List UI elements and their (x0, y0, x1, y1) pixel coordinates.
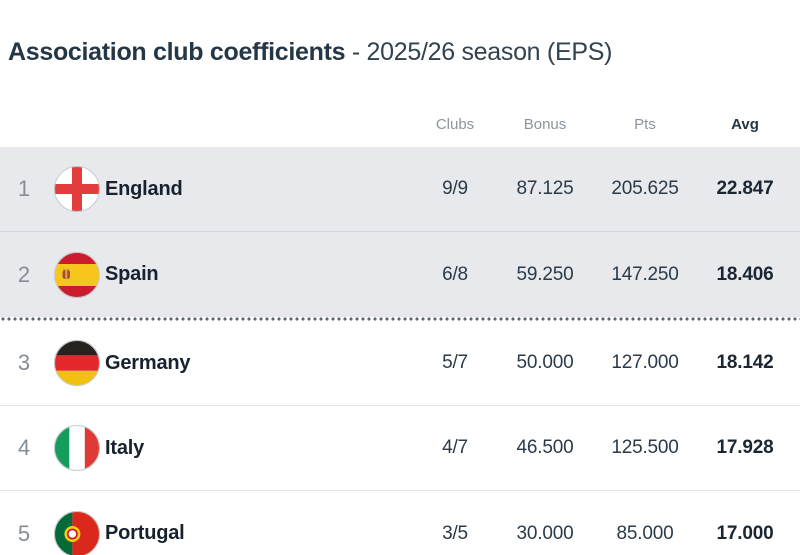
column-header-avg: Avg (731, 116, 759, 133)
country-name: Portugal (105, 522, 185, 544)
rank-label: 1 (17, 176, 31, 201)
bonus-value: 30.000 (516, 522, 574, 544)
clubs-value: 3/5 (442, 522, 468, 544)
rank-label: 2 (17, 261, 31, 287)
table-row-portugal[interactable]: 5 Portugal 3/5 30.000 85.000 17.000 (0, 491, 800, 555)
clubs-value: 9/9 (442, 178, 468, 199)
pts-value: 147.250 (611, 263, 679, 285)
rank-label: 3 (17, 350, 31, 375)
title-season-suffix: - 2025/26 season (EPS) (351, 38, 613, 66)
bonus-value: 50.000 (516, 352, 574, 373)
title-main: Association club coefficients (8, 38, 346, 66)
avg-value: 17.928 (716, 437, 774, 458)
clubs-value: 6/8 (442, 263, 468, 285)
rank-label: 5 (17, 520, 31, 546)
column-header-clubs: Clubs (435, 116, 475, 133)
bonus-value: 46.500 (516, 437, 574, 458)
country-name: Germany (105, 351, 191, 374)
qualification-cutoff-divider (0, 317, 800, 321)
pts-value: 85.000 (616, 522, 674, 544)
table-header-row: Clubs Bonus Pts Avg (0, 68, 800, 147)
pts-value: 127.000 (611, 352, 679, 373)
england-flag-icon (48, 166, 105, 212)
table-row-spain[interactable]: 2 Spain 6/8 59.250 147.250 18.406 (0, 232, 800, 317)
italy-flag-icon (48, 425, 105, 471)
avg-value: 17.000 (716, 522, 774, 544)
clubs-value: 4/7 (442, 437, 468, 458)
column-header-pts: Pts (634, 116, 656, 133)
country-name: Italy (105, 436, 145, 459)
rank-label: 4 (17, 435, 31, 460)
pts-value: 205.625 (611, 178, 679, 199)
page-title: Association club coefficients - 2025/26 … (8, 36, 800, 68)
column-header-bonus: Bonus (523, 116, 567, 133)
table-row-germany[interactable]: 3 Germany 5/7 50.000 127.000 18.142 (0, 321, 800, 406)
pts-value: 125.500 (611, 437, 679, 458)
bonus-value: 87.125 (516, 178, 574, 199)
avg-value: 22.847 (716, 178, 774, 199)
avg-value: 18.406 (716, 263, 774, 285)
germany-flag-icon (48, 340, 105, 386)
clubs-value: 5/7 (442, 352, 468, 373)
country-name: England (105, 177, 183, 200)
country-name: Spain (105, 263, 159, 285)
spain-flag-icon (48, 251, 105, 298)
portugal-flag-icon (48, 510, 105, 555)
table-row-italy[interactable]: 4 Italy 4/7 46.500 125.500 17.928 (0, 406, 800, 491)
avg-value: 18.142 (716, 352, 774, 373)
table-row-england[interactable]: 1 England 9/9 87.125 205.625 22.847 (0, 147, 800, 232)
bonus-value: 59.250 (516, 263, 574, 285)
